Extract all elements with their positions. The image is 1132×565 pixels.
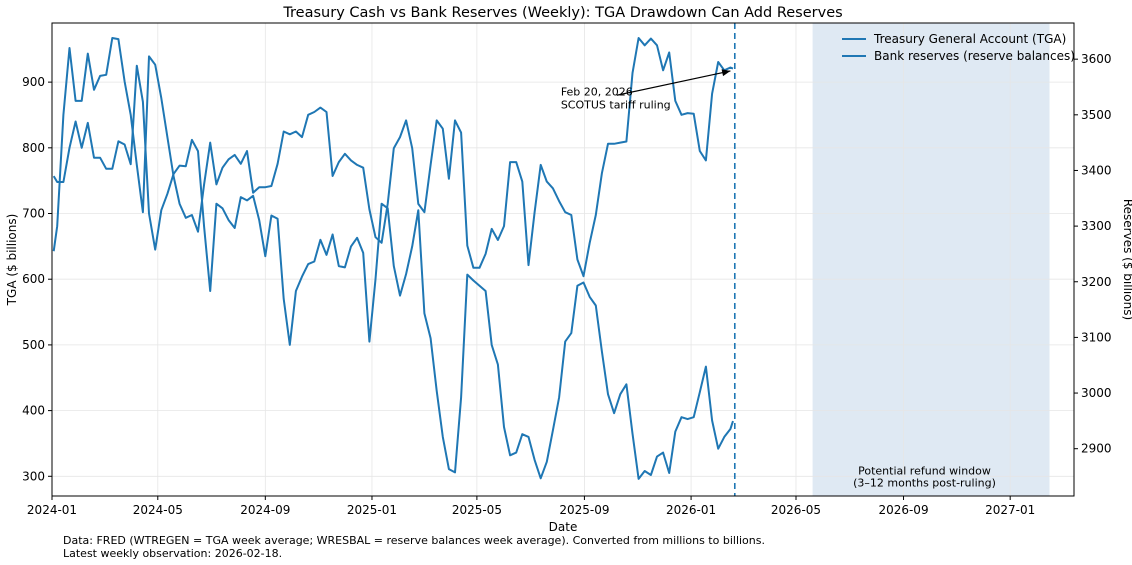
x-tick-label: 2026-01	[666, 503, 716, 517]
annotation-label-text: SCOTUS tariff ruling	[561, 98, 671, 111]
x-tick-label: 2025-09	[559, 503, 609, 517]
annotation-arrow-line	[616, 70, 731, 96]
x-tick-label: 2024-09	[240, 503, 290, 517]
chart-title: Treasury Cash vs Bank Reserves (Weekly):…	[282, 5, 842, 21]
footnote-source: Data: FRED (WTREGEN = TGA week average; …	[63, 534, 765, 547]
y-left-tick-label: 300	[22, 469, 45, 483]
refund-window-sublabel: (3–12 months post-ruling)	[853, 476, 996, 489]
x-axis-label: Date	[549, 520, 578, 534]
y-right-tick-label: 3600	[1081, 52, 1112, 66]
x-tick-label: 2026-09	[878, 503, 928, 517]
y-left-axis-label: TGA ($ billions)	[5, 214, 19, 307]
y-left-tick-label: 800	[22, 141, 45, 155]
y-right-tick-label: 3200	[1081, 275, 1112, 289]
y-left-tick-label: 600	[22, 272, 45, 286]
refund-window-shade	[812, 23, 1050, 496]
footnote-latest: Latest weekly observation: 2026-02-18.	[63, 547, 283, 560]
x-tick-label: 2024-05	[133, 503, 183, 517]
y-right-tick-label: 3500	[1081, 108, 1112, 122]
y-left-tick-label: 400	[22, 404, 45, 418]
y-right-tick-label: 3100	[1081, 330, 1112, 344]
y-left-tick-label: 700	[22, 207, 45, 221]
x-tick-label: 2026-05	[771, 503, 821, 517]
x-tick-label: 2027-01	[985, 503, 1035, 517]
y-right-tick-label: 3000	[1081, 386, 1112, 400]
y-left-tick-label: 900	[22, 75, 45, 89]
y-right-tick-label: 2900	[1081, 442, 1112, 456]
x-tick-label: 2025-05	[452, 503, 502, 517]
y-right-tick-label: 3300	[1081, 219, 1112, 233]
legend-label: Treasury General Account (TGA)	[873, 32, 1066, 46]
y-right-axis-label: Reserves ($ billions)	[1121, 199, 1132, 320]
reserves-series-line	[52, 37, 734, 278]
x-tick-label: 2025-01	[347, 503, 397, 517]
y-left-tick-label: 500	[22, 338, 45, 352]
refund-window-label: Potential refund window	[858, 464, 991, 477]
annotation-arrow-head	[721, 69, 731, 77]
y-right-tick-label: 3400	[1081, 163, 1112, 177]
tga-series-line	[52, 64, 734, 480]
legend-label: Bank reserves (reserve balances)	[874, 49, 1075, 63]
plot-frame	[51, 22, 1075, 497]
x-tick-label: 2024-01	[27, 503, 77, 517]
annotation-date-text: Feb 20, 2026	[561, 85, 633, 98]
